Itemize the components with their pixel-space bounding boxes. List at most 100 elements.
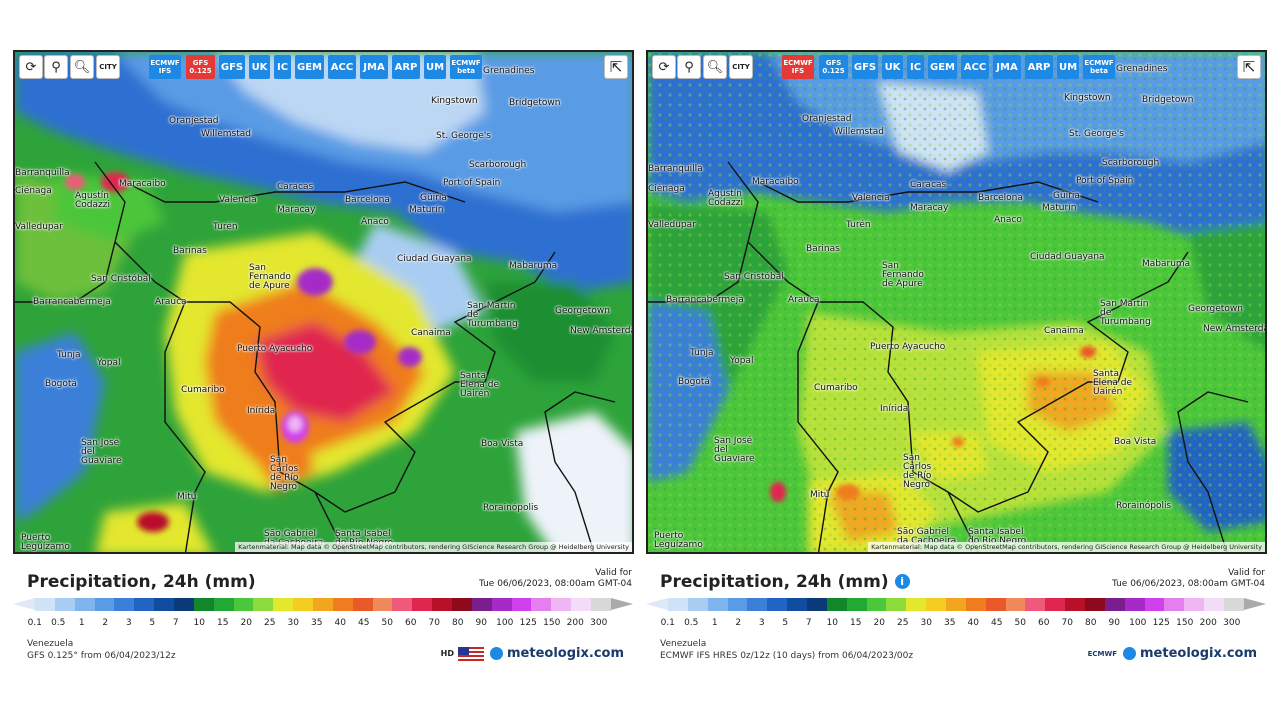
place-label: Inírida bbox=[880, 404, 909, 414]
legend-color-swatch bbox=[253, 598, 274, 611]
legend-arrow-left bbox=[646, 598, 668, 610]
share-icon[interactable]: ⇱ bbox=[1237, 55, 1261, 79]
city-toggle-button[interactable]: CITY bbox=[729, 55, 753, 79]
legend-color-swatch bbox=[273, 598, 294, 611]
valid-time: Tue 06/06/2023, 08:00am GMT-04 bbox=[478, 579, 632, 589]
model-button-ic[interactable]: IC bbox=[274, 55, 291, 79]
model-button-ecmwf-beta[interactable]: ECMWF beta bbox=[450, 55, 482, 79]
model-button-gfs-0125[interactable]: GFS 0.125 bbox=[819, 55, 848, 79]
legend-arrow-right bbox=[611, 598, 633, 610]
place-label: Caracas bbox=[910, 180, 947, 190]
place-label: Santa Elena de Uairén bbox=[460, 371, 500, 399]
precip-legend: 0.1 0.5 1 2 3 5 7 10 15 20 25 30 35 40 45 50 60 70 80 90 100… bbox=[646, 598, 1267, 632]
city-toggle-button[interactable]: CITY bbox=[96, 55, 120, 79]
zoom-icon[interactable]: 🔍︎ bbox=[70, 55, 94, 79]
legend-arrow-left bbox=[13, 598, 35, 610]
place-label: Maturín bbox=[409, 205, 444, 215]
legend-value-label: 1 bbox=[78, 618, 85, 628]
legend-color-swatch bbox=[807, 598, 827, 611]
place-label: Valledupar bbox=[15, 222, 63, 232]
location-pin-icon[interactable]: ⚲ bbox=[677, 55, 701, 79]
refresh-icon[interactable]: ⟳ bbox=[652, 55, 676, 79]
place-label: Scarborough bbox=[1102, 158, 1160, 168]
legend-value-label: 20 bbox=[240, 618, 252, 628]
place-label: Maracaibo bbox=[752, 177, 799, 187]
model-button-gfs[interactable]: GFS bbox=[219, 55, 245, 79]
model-button-um[interactable]: UM bbox=[424, 55, 446, 79]
legend-value-label: 15 bbox=[850, 618, 862, 628]
place-label: Mabaruma bbox=[1142, 259, 1191, 269]
map-attribution: Kartenmaterial: Map data © OpenStreetMap… bbox=[235, 542, 632, 552]
model-button-um[interactable]: UM bbox=[1057, 55, 1079, 79]
model-button-ecmwf-ifs[interactable]: ECMWF IFS bbox=[782, 55, 814, 79]
legend-value-label: 100 bbox=[496, 618, 514, 628]
brand-name[interactable]: meteologix.com bbox=[507, 646, 624, 661]
model-button-gfs-0125[interactable]: GFS 0.125 bbox=[186, 55, 215, 79]
legend-value-label: 10 bbox=[193, 618, 205, 628]
place-label: São Gabriel da Cachoeira bbox=[897, 527, 957, 546]
legend-color-swatch bbox=[392, 598, 413, 611]
model-button-acc[interactable]: ACC bbox=[961, 55, 989, 79]
share-icon[interactable]: ⇱ bbox=[604, 55, 628, 79]
model-button-gfs[interactable]: GFS bbox=[852, 55, 878, 79]
legend-color-swatch bbox=[412, 598, 433, 611]
legend-color-swatch bbox=[491, 598, 512, 611]
model-button-arp[interactable]: ARP bbox=[1025, 55, 1053, 79]
model-button-acc[interactable]: ACC bbox=[328, 55, 356, 79]
model-button-ic[interactable]: IC bbox=[907, 55, 924, 79]
model-button-jma[interactable]: JMA bbox=[360, 55, 388, 79]
legend-color-swatch bbox=[54, 598, 75, 611]
place-label: San Fernando de Apure bbox=[882, 261, 924, 289]
legend-color-swatch bbox=[432, 598, 453, 611]
legend-value-label: 90 bbox=[475, 618, 487, 628]
valid-time-block: Valid for Tue 06/06/2023, 08:00am GMT-04 bbox=[479, 568, 632, 590]
legend-value-label: 7 bbox=[805, 618, 812, 628]
legend-value-label: 10 bbox=[826, 618, 838, 628]
legend-color-swatch bbox=[787, 598, 808, 611]
location-pin-icon[interactable]: ⚲ bbox=[44, 55, 68, 79]
model-button-arp[interactable]: ARP bbox=[392, 55, 420, 79]
place-label: Kingstown bbox=[1064, 93, 1111, 103]
legend-values: 0.1 0.5 1 2 3 5 7 10 15 20 25 30 35 40 45 50 60 70 80 90 100… bbox=[23, 618, 611, 628]
legend-color-bar bbox=[668, 598, 1244, 611]
precipitation-map-ecmwf[interactable]: ⟳ ⚲ 🔍︎ CITY ECMWF IFS GFS 0.125 GFS UK I… bbox=[646, 50, 1267, 554]
model-button-ecmwf-ifs[interactable]: ECMWF IFS bbox=[149, 55, 181, 79]
precipitation-map-gfs[interactable]: ⟳ ⚲ 🔍︎ CITY ECMWF IFS GFS 0.125 GFS UK I… bbox=[13, 50, 634, 554]
valid-time: Tue 06/06/2023, 08:00am GMT-04 bbox=[1111, 579, 1265, 589]
legend-value-label: 45 bbox=[358, 618, 370, 628]
place-label: San Cristóbal bbox=[91, 274, 151, 284]
place-label: Agustín Codazzi bbox=[708, 189, 743, 208]
place-label: Puerto Leguízamo bbox=[654, 531, 703, 550]
legend-color-swatch bbox=[687, 598, 708, 611]
legend-color-swatch bbox=[233, 598, 254, 611]
model-button-gem[interactable]: GEM bbox=[295, 55, 324, 79]
meteologix-logo-icon bbox=[1123, 647, 1137, 660]
refresh-icon[interactable]: ⟳ bbox=[19, 55, 43, 79]
place-label: Maracay bbox=[277, 205, 316, 215]
brand-name[interactable]: meteologix.com bbox=[1140, 646, 1257, 661]
model-button-ecmwf-beta[interactable]: ECMWF beta bbox=[1083, 55, 1115, 79]
zoom-icon[interactable]: 🔍︎ bbox=[703, 55, 727, 79]
legend-color-swatch bbox=[591, 598, 611, 611]
hd-icon: HD bbox=[440, 649, 455, 658]
place-label: St. George's bbox=[1069, 129, 1124, 139]
model-button-uk[interactable]: UK bbox=[882, 55, 903, 79]
legend-value-label: 0.1 bbox=[660, 618, 675, 628]
legend-color-swatch bbox=[846, 598, 867, 611]
model-button-jma[interactable]: JMA bbox=[993, 55, 1021, 79]
place-label: Puerto Ayacucho bbox=[237, 344, 313, 354]
place-label: Bogotá bbox=[45, 379, 77, 389]
model-button-gem[interactable]: GEM bbox=[928, 55, 957, 79]
map-toolbar: ⟳ ⚲ 🔍︎ CITY ECMWF IFS GFS 0.125 GFS UK I… bbox=[648, 52, 1265, 82]
info-icon[interactable]: i bbox=[894, 574, 910, 589]
place-label: Santa Elena de Uairén bbox=[1093, 369, 1133, 397]
place-label: Caracas bbox=[277, 182, 314, 192]
legend-color-swatch bbox=[1085, 598, 1105, 611]
place-label: San Fernando de Apure bbox=[249, 263, 291, 291]
place-label: Bogotá bbox=[678, 377, 710, 387]
place-label: Ciudad Guayana bbox=[1030, 252, 1105, 262]
place-label: Bridgetown bbox=[1142, 95, 1194, 105]
place-label: San Martín de Turumbang bbox=[1100, 299, 1151, 327]
model-button-uk[interactable]: UK bbox=[249, 55, 270, 79]
place-label: Rorainópolis bbox=[483, 503, 539, 513]
